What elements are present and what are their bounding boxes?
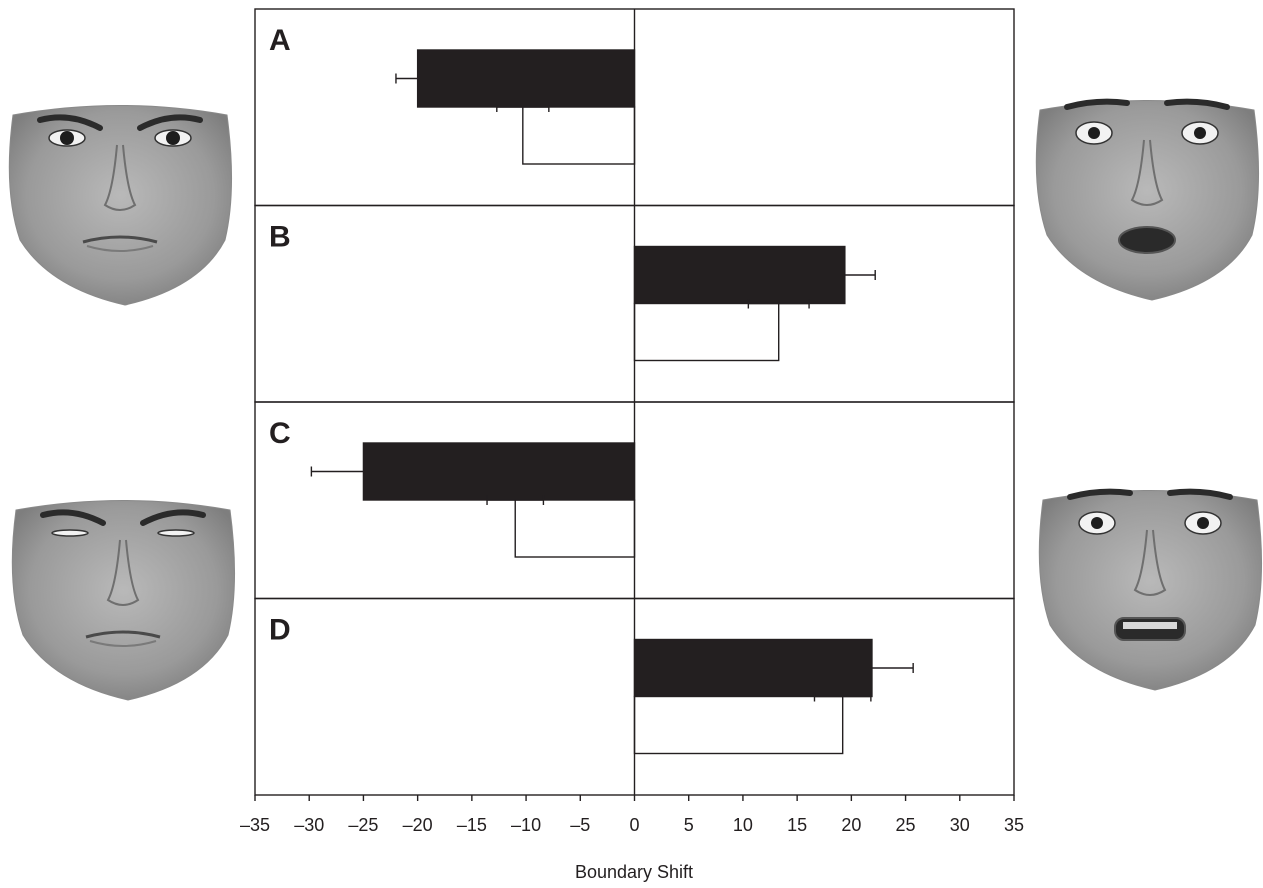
- face-disgusted: [11, 500, 236, 701]
- error-bar-c-filled: [310, 466, 364, 477]
- x-tick-label: –20: [403, 815, 433, 835]
- panel-label: C: [269, 417, 291, 450]
- bar-c-filled: [362, 442, 636, 501]
- error-bar-a-open: [496, 102, 550, 112]
- x-tick-label: 35: [1004, 815, 1024, 835]
- bar-d-open: [633, 695, 844, 755]
- face-images: [8, 98, 1263, 701]
- x-tick-label: 10: [733, 815, 753, 835]
- error-bar-d-filled: [871, 663, 914, 673]
- x-tick-label: –35: [240, 815, 270, 835]
- error-bar-a-filled: [395, 73, 418, 84]
- bar-chart-plot: A B C D –35 –30 –25 –20 –15 –10 –5 0 5 10 15 20 25 30 35: [240, 8, 1024, 835]
- panel-c: C: [254, 401, 1015, 600]
- face-angry: [8, 105, 233, 306]
- x-tick-label: 5: [684, 815, 694, 835]
- bar-b-open: [633, 302, 780, 362]
- x-tick-label: 20: [841, 815, 861, 835]
- x-axis: –35 –30 –25 –20 –15 –10 –5 0 5 10 15 20 25 30 35: [240, 795, 1024, 835]
- bar-b-filled: [633, 245, 846, 305]
- x-tick-label: –25: [348, 815, 378, 835]
- x-tick-label: 0: [629, 815, 639, 835]
- error-bar-b-filled: [844, 270, 876, 280]
- error-bar-c-open: [486, 495, 545, 505]
- x-tick-label: 30: [950, 815, 970, 835]
- x-tick-label: 25: [896, 815, 916, 835]
- x-tick-label: –15: [457, 815, 487, 835]
- error-bar-b-open: [747, 298, 810, 309]
- face-surprised: [1035, 98, 1260, 301]
- bar-c-open: [514, 499, 636, 558]
- bar-d-filled: [633, 638, 873, 698]
- x-axis-title: Boundary Shift: [575, 862, 693, 882]
- panel-label: A: [269, 24, 291, 57]
- face-fearful: [1038, 488, 1263, 691]
- panel-label: B: [269, 221, 291, 254]
- bar-a-open: [522, 106, 636, 165]
- panel-label: D: [269, 614, 291, 647]
- x-tick-label: 15: [787, 815, 807, 835]
- x-tick-label: –10: [511, 815, 541, 835]
- error-bar-d-open: [813, 691, 872, 702]
- x-tick-label: –30: [294, 815, 324, 835]
- x-tick-label: –5: [570, 815, 590, 835]
- bar-a-filled: [416, 49, 636, 108]
